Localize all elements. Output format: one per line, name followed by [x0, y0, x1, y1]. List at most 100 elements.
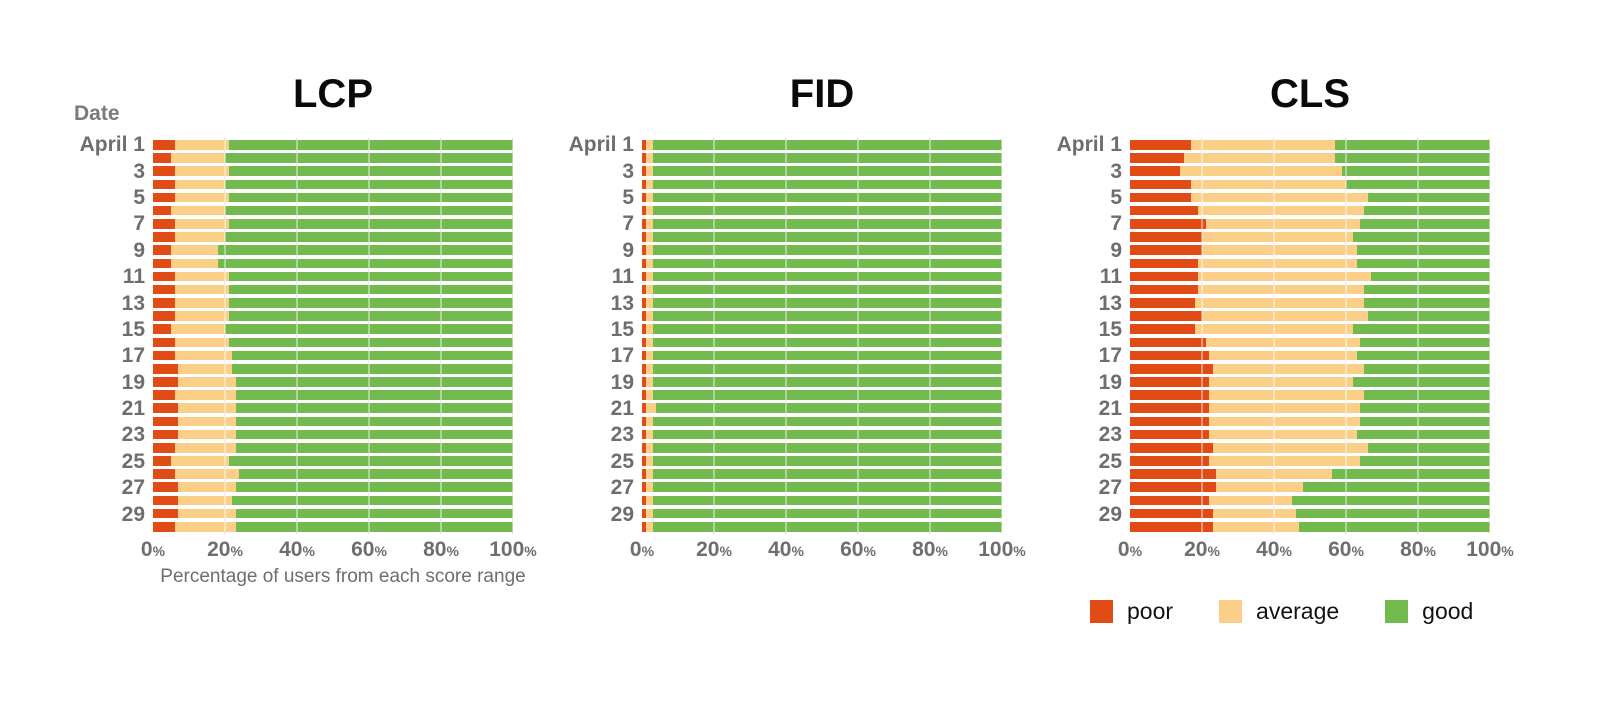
grid-line — [1417, 138, 1418, 534]
x-tick-number: 20 — [207, 538, 231, 561]
bar-segment-poor — [153, 232, 175, 242]
x-tick-percent: % — [641, 543, 655, 559]
x-tick-percent: % — [230, 543, 243, 559]
bar-segment-good — [235, 442, 513, 453]
bar-row — [642, 298, 1002, 308]
bar-row — [153, 377, 513, 387]
bar-segment-poor — [1130, 442, 1213, 453]
bar-segment-good — [228, 166, 513, 176]
bar-segment-good — [232, 495, 513, 506]
y-tick-label: 21 — [1098, 397, 1122, 421]
bar-row — [1130, 482, 1490, 493]
bar-segment-good — [652, 245, 1002, 255]
bar-segment-good — [225, 324, 513, 334]
bar-segment-good — [235, 377, 513, 387]
grid-line — [713, 138, 714, 534]
bar-segment-average — [645, 337, 653, 348]
bar-segment-good — [235, 390, 513, 400]
grid-line — [224, 138, 225, 534]
bar-segment-poor — [1130, 192, 1192, 203]
bar-row — [642, 271, 1002, 282]
bar-segment-poor — [642, 416, 646, 427]
x-tick-percent: % — [1129, 543, 1143, 559]
bar-segment-average — [645, 284, 653, 295]
bar-row — [153, 258, 513, 269]
bar-row — [153, 350, 513, 361]
bar-row — [642, 416, 1002, 427]
bar-segment-average — [174, 311, 229, 321]
bar-segment-good — [1360, 403, 1490, 414]
y-tick-label: 21 — [610, 397, 634, 421]
bar-segment-poor — [1130, 258, 1199, 269]
bar-segment-poor — [642, 140, 646, 150]
bar-segment-good — [1335, 140, 1490, 150]
grid-line-overlay — [224, 140, 226, 532]
chart-title-fid: FID — [789, 72, 855, 116]
bar-segment-poor — [1130, 456, 1210, 466]
bar-segment-poor — [642, 271, 646, 282]
bar-segment-average — [171, 258, 218, 269]
bar-segment-average — [1212, 521, 1300, 532]
bar-row — [1130, 456, 1490, 466]
legend-swatch-average — [1219, 600, 1243, 623]
y-tick-label: 29 — [610, 502, 634, 526]
bar-segment-average — [174, 337, 229, 348]
bar-row — [642, 403, 1002, 414]
bar-segment-good — [652, 350, 1002, 361]
bar-segment-poor — [1130, 271, 1199, 282]
bar-segment-good — [1295, 508, 1490, 519]
bar-segment-good — [1367, 442, 1490, 453]
bar-segment-good — [652, 192, 1002, 203]
x-tick-number: 0 — [629, 538, 642, 561]
bar-segment-good — [1356, 429, 1490, 440]
bar-segment-average — [645, 153, 653, 163]
bar-segment-average — [645, 482, 653, 493]
x-tick-label: 0% — [597, 538, 687, 562]
bar-segment-poor — [642, 495, 646, 506]
bar-segment-good — [1360, 456, 1490, 466]
bar-segment-average — [645, 205, 653, 216]
bar-segment-good — [652, 429, 1002, 440]
bar-segment-average — [178, 482, 236, 493]
bar-segment-poor — [642, 390, 646, 400]
bar-segment-poor — [153, 179, 175, 190]
legend-item-good: good — [1385, 598, 1473, 625]
bar-row — [1130, 508, 1490, 519]
bar-segment-good — [1367, 311, 1490, 321]
bar-segment-good — [1353, 324, 1490, 334]
bar-segment-good — [1302, 482, 1490, 493]
bar-segment-poor — [1130, 403, 1210, 414]
bar-row — [642, 521, 1002, 532]
grid-line — [440, 138, 441, 534]
bar-segment-average — [174, 284, 229, 295]
bar-segment-average — [171, 456, 229, 466]
bar-row — [1130, 403, 1490, 414]
bar-segment-good — [228, 192, 513, 203]
grid-line-overlay — [1489, 140, 1491, 532]
bar-segment-average — [178, 377, 236, 387]
bar-row — [153, 232, 513, 242]
bar-segment-good — [1360, 337, 1490, 348]
bar-row — [1130, 350, 1490, 361]
bar-row — [642, 324, 1002, 334]
x-tick-percent: % — [1013, 543, 1026, 559]
bar-row — [153, 469, 513, 479]
bar-segment-poor — [1130, 232, 1202, 242]
grid-line — [929, 138, 930, 534]
x-tick-label: 20% — [669, 538, 759, 562]
bar-segment-average — [178, 495, 233, 506]
bar-row — [153, 442, 513, 453]
bar-segment-good — [652, 324, 1002, 334]
y-tick-label: 19 — [610, 370, 634, 394]
bar-row — [1130, 363, 1490, 374]
bar-segment-average — [645, 311, 653, 321]
grid-line — [857, 138, 858, 534]
grid-line — [1001, 138, 1002, 534]
bar-segment-average — [174, 271, 229, 282]
bar-row — [1130, 219, 1490, 229]
x-tick-percent: % — [374, 543, 387, 559]
bar-row — [1130, 153, 1490, 163]
y-tick-label: 25 — [121, 449, 145, 473]
bar-segment-good — [652, 271, 1002, 282]
bar-segment-good — [228, 311, 513, 321]
